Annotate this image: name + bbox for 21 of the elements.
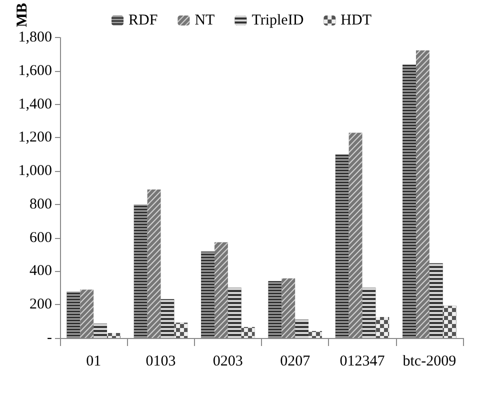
y-tick-label: 400 — [30, 263, 52, 280]
y-axis-title: MB — [14, 3, 30, 28]
legend-label: NT — [194, 12, 215, 28]
y-tick-label: - — [47, 330, 52, 346]
x-tick-label: 0203 — [212, 354, 243, 370]
x-tick-label: 01 — [86, 354, 102, 370]
y-tick-label: 1,800 — [18, 30, 52, 46]
x-tick-label: btc-2009 — [402, 354, 456, 370]
legend-label: RDF — [128, 12, 158, 28]
y-tick-label: 1,400 — [18, 96, 52, 112]
y-tick-label: 800 — [30, 196, 52, 212]
y-tick-label: 1,000 — [18, 163, 52, 180]
x-tick-label: 012347 — [340, 354, 386, 370]
y-tick-label: 1,200 — [18, 130, 52, 146]
y-tick-label: 1,600 — [18, 62, 52, 79]
legend-label: HDT — [340, 12, 372, 28]
x-tick-label: 0207 — [280, 354, 311, 370]
y-tick-label: 600 — [30, 230, 52, 246]
x-tick-label: 0103 — [146, 354, 176, 370]
legend-label: TripleID — [252, 12, 304, 28]
y-tick-label: 200 — [30, 296, 52, 313]
